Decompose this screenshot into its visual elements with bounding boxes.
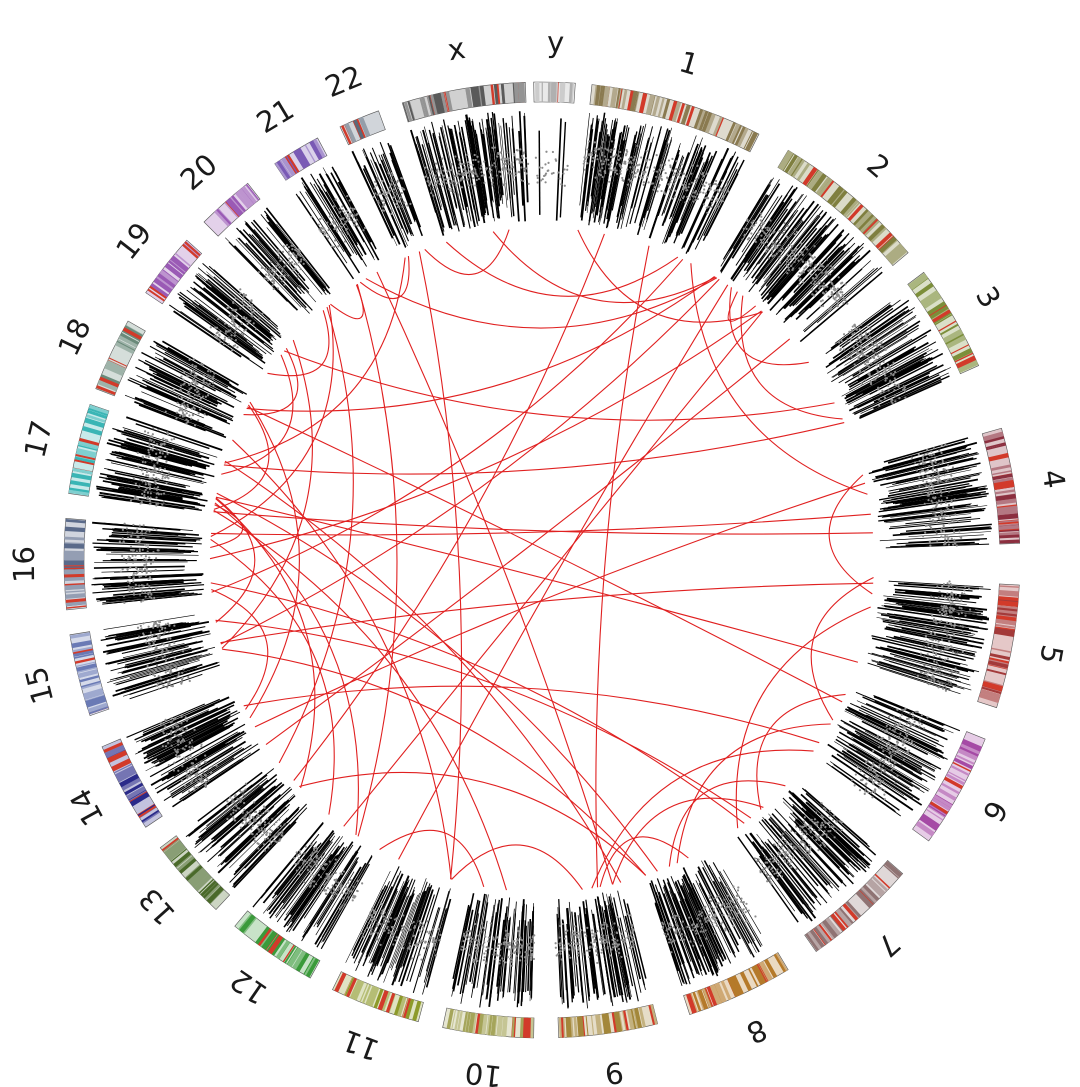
link-55 bbox=[247, 407, 842, 702]
label-chromosome-y: y bbox=[547, 25, 565, 59]
chromosome-9 bbox=[558, 1004, 658, 1037]
label-chromosome-x: x bbox=[445, 31, 468, 67]
link-54 bbox=[222, 649, 645, 875]
track-10 bbox=[452, 893, 536, 1007]
track-5 bbox=[868, 580, 991, 693]
link-65 bbox=[216, 620, 751, 818]
link-20 bbox=[736, 607, 870, 828]
track-8 bbox=[650, 860, 762, 985]
chromosome-5 bbox=[978, 584, 1020, 708]
label-chromosome-13: 13 bbox=[132, 882, 182, 932]
label-chromosome-18: 18 bbox=[51, 313, 98, 361]
copy-number-track bbox=[91, 111, 991, 1008]
label-chromosome-15: 15 bbox=[18, 663, 60, 707]
label-chromosome-7: 7 bbox=[870, 926, 906, 964]
chromosome-10 bbox=[443, 1008, 534, 1038]
label-chromosome-6: 6 bbox=[976, 795, 1015, 828]
chromosome-y bbox=[534, 82, 576, 103]
link-13 bbox=[224, 423, 844, 475]
link-36 bbox=[211, 590, 267, 710]
label-chromosome-5: 5 bbox=[1033, 642, 1070, 666]
label-chromosome-9: 9 bbox=[603, 1055, 626, 1087]
link-31 bbox=[380, 830, 484, 887]
label-chromosome-1: 1 bbox=[675, 44, 702, 82]
label-chromosome-14: 14 bbox=[63, 783, 110, 832]
chromosome-19 bbox=[146, 240, 202, 304]
chromosome-15 bbox=[70, 632, 109, 716]
link-7 bbox=[399, 285, 728, 860]
link-32 bbox=[419, 252, 461, 880]
label-chromosome-2: 2 bbox=[860, 147, 896, 185]
link-10 bbox=[221, 279, 719, 644]
chromosome-17 bbox=[69, 404, 109, 496]
track-11 bbox=[346, 866, 451, 994]
link-59 bbox=[294, 234, 605, 781]
link-29 bbox=[452, 845, 583, 890]
link-24 bbox=[244, 686, 819, 742]
link-30 bbox=[377, 272, 613, 884]
link-63 bbox=[225, 461, 621, 882]
track-15 bbox=[101, 615, 220, 699]
chromosome-1 bbox=[590, 85, 759, 152]
track-4 bbox=[869, 438, 992, 548]
label-chromosome-12: 12 bbox=[224, 962, 274, 1011]
link-42 bbox=[267, 310, 328, 375]
track-x bbox=[411, 111, 530, 235]
chromosome-8 bbox=[684, 953, 789, 1015]
track-20 bbox=[225, 208, 330, 314]
link-53 bbox=[211, 583, 744, 823]
chromosome-22 bbox=[340, 111, 385, 145]
label-chromosome-11: 11 bbox=[337, 1023, 383, 1068]
track-9 bbox=[555, 891, 646, 1009]
label-chromosome-10: 10 bbox=[463, 1056, 504, 1087]
track-17 bbox=[96, 417, 222, 510]
link-12 bbox=[366, 278, 717, 328]
label-chromosome-21: 21 bbox=[251, 92, 300, 140]
link-47 bbox=[224, 258, 405, 464]
label-chromosome-3: 3 bbox=[969, 281, 1008, 314]
label-chromosome-19: 19 bbox=[109, 216, 159, 266]
track-16 bbox=[91, 523, 204, 605]
ideogram-ring bbox=[64, 82, 1020, 1038]
structural-variant-links bbox=[210, 230, 874, 890]
label-chromosome-8: 8 bbox=[741, 1012, 772, 1051]
link-43 bbox=[330, 285, 363, 319]
chromosome-x bbox=[402, 82, 526, 122]
track-y bbox=[535, 118, 569, 220]
link-64 bbox=[217, 493, 658, 871]
chromosome-16 bbox=[64, 518, 87, 610]
label-chromosome-20: 20 bbox=[174, 147, 224, 197]
link-11 bbox=[247, 276, 715, 411]
label-chromosome-17: 17 bbox=[17, 417, 59, 461]
label-chromosome-16: 16 bbox=[7, 546, 41, 583]
label-chromosome-4: 4 bbox=[1035, 467, 1071, 491]
label-chromosome-22: 22 bbox=[320, 59, 367, 105]
link-44 bbox=[360, 256, 409, 299]
link-57 bbox=[284, 351, 834, 420]
link-21 bbox=[757, 694, 846, 809]
link-62 bbox=[357, 284, 397, 836]
